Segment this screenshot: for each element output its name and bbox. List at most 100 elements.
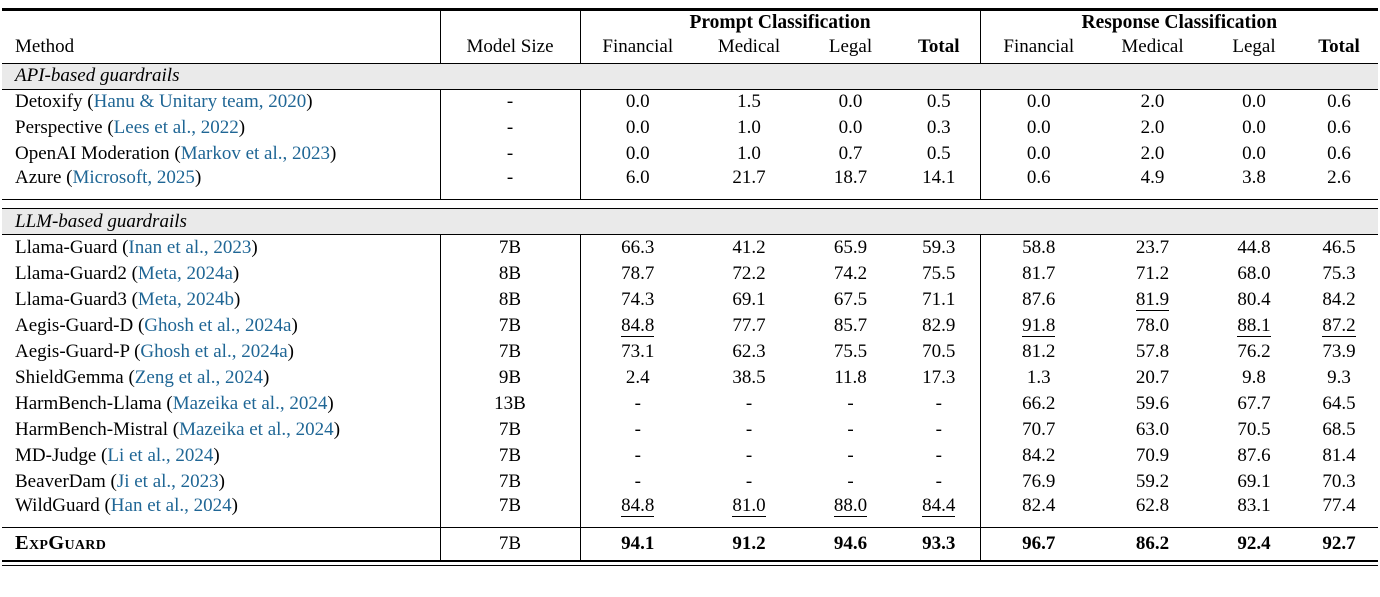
response-total-cell: 0.6 [1327,91,1351,113]
method-cell: ShieldGemma (Zeng et al., 2024) [15,366,270,388]
second-best-underlined-value: 84.8 [621,314,655,337]
prompt-financial-cell: - [579,468,695,495]
method-name: Llama-Guard3 [15,288,127,310]
method-name: Perspective [15,117,103,138]
prompt-total-cell: 71.1 [922,288,956,310]
citation-link[interactable]: Mazeika et al., 2024 [179,418,334,440]
model-size-cell: - [439,115,580,141]
citation-link[interactable]: Ghosh et al., 2024a [140,340,288,362]
response-legal-cell: 76.2 [1237,340,1271,362]
table-row: Aegis-Guard-D (Ghosh et al., 2024a) 7B 84.… [2,312,1378,339]
response-legal-cell: 92.4 [1237,532,1271,554]
citation-link[interactable]: Meta, 2024a [137,262,233,284]
prompt-legal-cell: - [847,418,854,440]
model-size-cell: 7B [439,312,580,339]
response-medical-cell: 71.2 [1135,262,1170,284]
prompt-total-cell: 82.9 [922,314,956,336]
prompt-legal-cell: 75.5 [833,340,868,362]
prompt-financial-cell: - [579,442,695,469]
method-name: HarmBench-Mistral [15,418,169,440]
method-name: Aegis-Guard-D [15,314,134,336]
response-medical-cell: 62.8 [1097,494,1209,528]
paper-table-wrapper: Method Model Size Prompt Classification … [2,8,1379,566]
response-legal-cell: 3.8 [1208,167,1301,200]
response-medical-header: Medical [1121,35,1184,57]
response-legal-cell: 68.0 [1237,262,1271,284]
table-row: Aegis-Guard-P (Ghosh et al., 2024a) 7B 73.… [2,338,1378,365]
response-medical-cell: 63.0 [1135,418,1170,440]
prompt-medical-cell: - [745,418,753,440]
prompt-financial-cell: 6.0 [579,167,695,200]
prompt-total-cell: 70.5 [922,340,956,362]
citation-link[interactable]: Han et al., 2024 [110,494,232,516]
prompt-legal-cell: 88.0 [803,494,898,528]
citation-link[interactable]: Ji et al., 2023 [116,470,219,492]
citation-link[interactable]: Mazeika et al., 2024 [172,392,328,414]
method-cell: MD-Judge (Li et al., 2024) [15,444,220,466]
citation-link[interactable]: Meta, 2024b [137,288,234,310]
citation-link[interactable]: Microsoft, 2025 [72,167,195,188]
response-financial-cell: 81.7 [979,260,1098,287]
method-cell: Llama-Guard2 (Meta, 2024a) [15,262,240,284]
method-cell: Aegis-Guard-D (Ghosh et al., 2024a) [15,314,298,336]
response-medical-cell: 4.9 [1097,167,1209,200]
response-medical-cell: 57.8 [1135,340,1170,362]
citation-link[interactable]: Markov et al., 2023 [180,143,331,164]
prompt-legal-cell: 0.7 [838,143,863,164]
response-medical-cell: 2.0 [1140,91,1165,113]
method-cell: HarmBench-Llama (Mazeika et al., 2024) [15,392,334,414]
model-size-cell: 13B [439,390,580,417]
table-row: Llama-Guard3 (Meta, 2024b) 8B 74.3 69.1 67.5… [2,286,1378,313]
prompt-medical-cell: 91.2 [732,532,766,554]
prompt-total-cell: - [935,418,942,440]
response-legal-cell: 44.8 [1237,236,1271,258]
prompt-financial-cell: 94.1 [579,527,695,561]
prompt-financial-cell: 0.0 [579,115,695,141]
model-size-cell: 7B [439,468,580,495]
citation-link[interactable]: Ghosh et al., 2024a [144,314,292,336]
prompt-medical-cell: - [745,392,753,414]
response-total-cell: 81.4 [1322,444,1356,466]
second-best-underlined-value: 81.0 [732,494,766,517]
prompt-total-cell: 17.3 [922,366,956,388]
citation-link[interactable]: Lees et al., 2022 [113,117,239,138]
model-size-cell: 8B [439,286,580,313]
response-financial-cell: 76.9 [979,468,1098,495]
prompt-legal-cell: 85.7 [833,314,868,336]
second-best-underlined-value: 84.8 [621,494,655,517]
method-name: MD-Judge [15,444,97,466]
response-total-cell: 0.6 [1327,117,1351,138]
table-row: Llama-Guard2 (Meta, 2024a) 8B 78.7 72.2 74.2… [2,260,1378,287]
second-best-underlined-value: 87.2 [1322,314,1356,337]
response-financial-cell: 66.2 [979,390,1098,417]
citation-link[interactable]: Inan et al., 2023 [128,236,252,258]
prompt-legal-cell: 0.0 [838,91,863,113]
response-total-cell: 73.9 [1322,340,1356,362]
response-financial-cell: 0.6 [979,167,1098,200]
response-legal-cell: 0.0 [1242,143,1266,164]
method-name: WildGuard [15,494,100,516]
prompt-total-cell: 14.1 [898,167,981,200]
prompt-legal-header: Legal [828,35,873,57]
citation-link[interactable]: Hanu & Unitary team, 2020 [93,91,307,113]
method-name: Llama-Guard [15,236,118,258]
prompt-medical-cell: 1.0 [737,143,761,164]
prompt-financial-cell: 74.3 [579,286,695,313]
second-best-underlined-value: 88.0 [833,494,868,517]
model-size-cell: 7B [439,527,580,561]
prompt-medical-cell: 62.3 [732,340,766,362]
prompt-medical-cell: 21.7 [695,167,803,200]
response-medical-cell: 70.9 [1135,444,1170,466]
section-header-label: API-based guardrails [2,62,1379,90]
prompt-financial-cell: 73.1 [579,338,695,365]
citation-link[interactable]: Zeng et al., 2024 [134,366,263,388]
model-size-cell: 9B [439,364,580,391]
citation-link[interactable]: Li et al., 2024 [107,444,214,466]
prompt-classification-group-header: Prompt Classification [579,9,981,36]
response-total-cell: 64.5 [1322,392,1356,414]
table-row: OpenAI Moderation (Markov et al., 2023) -… [2,141,1378,167]
response-total-cell: 77.4 [1300,494,1379,528]
method-cell: OpenAI Moderation (Markov et al., 2023) [15,143,337,164]
prompt-financial-cell: 2.4 [579,364,695,391]
table-row: HarmBench-Mistral (Mazeika et al., 2024)… [2,416,1378,443]
